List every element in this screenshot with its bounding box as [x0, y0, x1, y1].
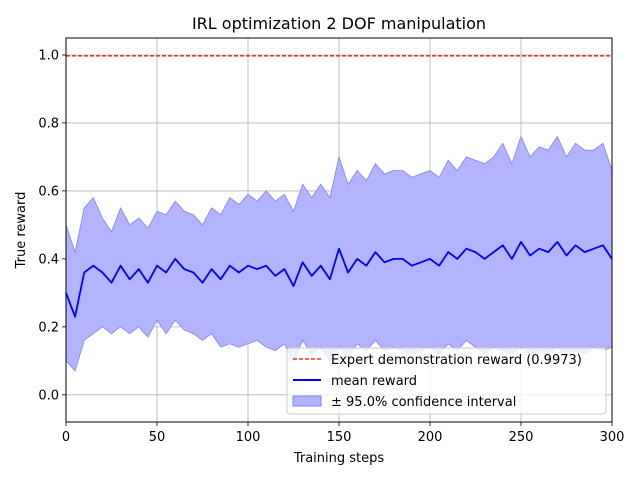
- x-ticks: 0 50 100 150 200 250 300: [62, 422, 625, 445]
- x-axis-label: Training steps: [293, 451, 385, 466]
- y-tick-label: 0.8: [38, 116, 59, 131]
- y-tick-label: 0.2: [38, 320, 59, 335]
- x-tick-label: 150: [327, 430, 352, 445]
- confidence-band: [65, 135, 613, 372]
- y-ticks: 0.0 0.2 0.4 0.6 0.8 1.0: [38, 48, 66, 403]
- x-tick-label: 0: [62, 430, 70, 445]
- x-tick-label: 50: [149, 430, 166, 445]
- x-tick-label: 200: [418, 430, 443, 445]
- chart-title: IRL optimization 2 DOF manipulation: [192, 14, 486, 33]
- legend: Expert demonstration reward (0.9973) mea…: [286, 347, 607, 415]
- x-tick-label: 250: [509, 430, 534, 445]
- y-tick-label: 0.4: [38, 252, 59, 267]
- y-axis-label: True reward: [14, 192, 29, 270]
- legend-mean-label: mean reward: [331, 374, 417, 389]
- y-tick-label: 0.0: [38, 388, 59, 403]
- x-tick-label: 300: [600, 430, 625, 445]
- legend-expert-label: Expert demonstration reward (0.9973): [331, 353, 582, 368]
- legend-band-swatch: [292, 395, 322, 407]
- confidence-band-layer: [65, 135, 613, 372]
- mean-reward-line: [65, 240, 613, 318]
- y-tick-label: 0.6: [38, 184, 59, 199]
- legend-box: [286, 347, 607, 415]
- mean-line-layer: [65, 240, 613, 318]
- y-tick-label: 1.0: [38, 48, 59, 63]
- legend-band-label: ± 95.0% confidence interval: [331, 395, 516, 410]
- x-tick-label: 100: [236, 430, 261, 445]
